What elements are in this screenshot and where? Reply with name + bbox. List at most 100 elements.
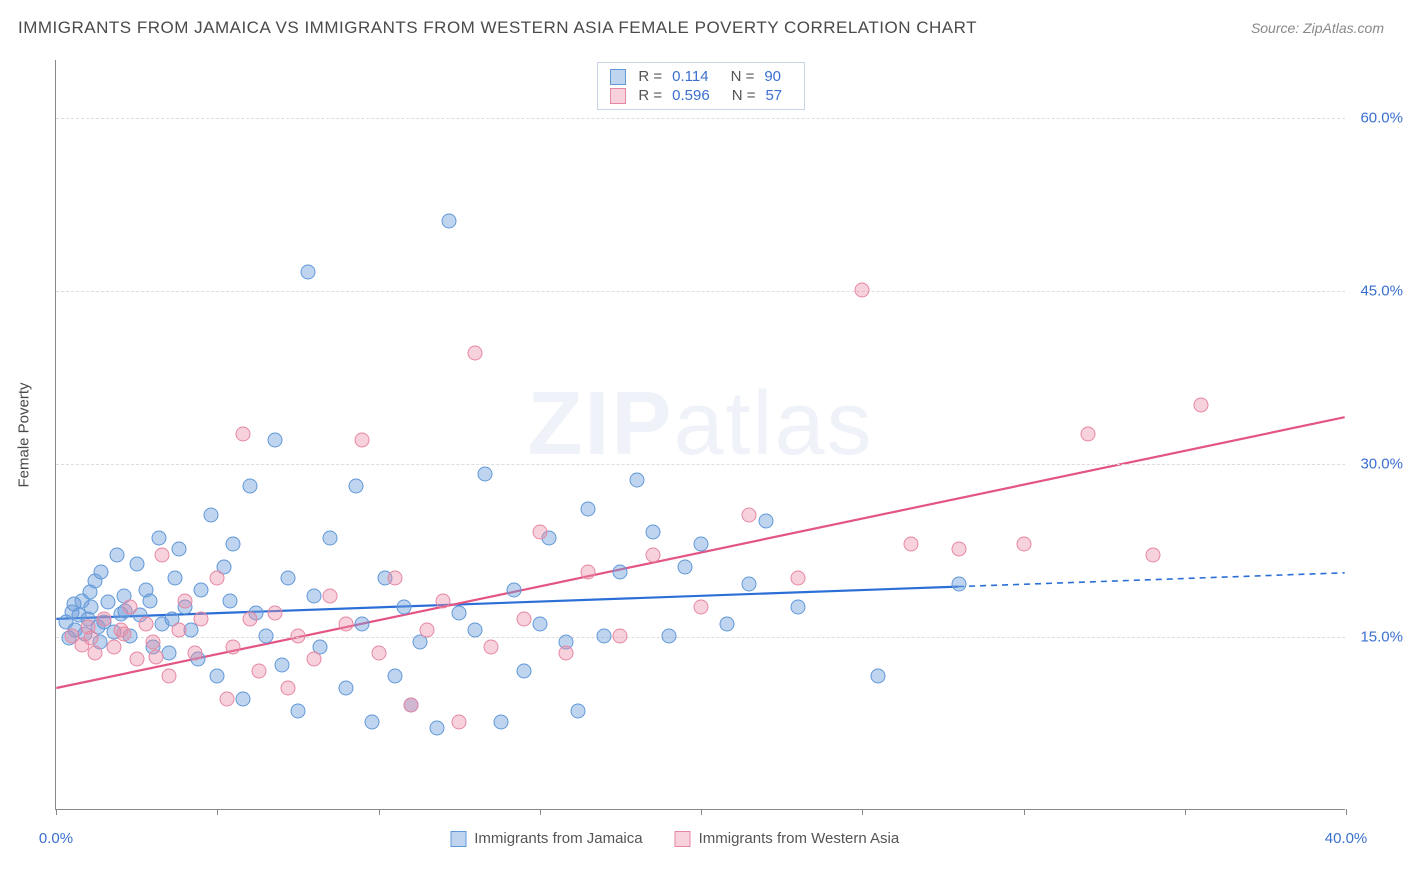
- gridline: [56, 118, 1345, 119]
- data-point: [178, 594, 193, 609]
- data-point: [742, 507, 757, 522]
- data-point: [323, 588, 338, 603]
- legend-row: R =0.596N =57: [610, 86, 792, 105]
- series-legend-item: Immigrants from Western Asia: [675, 830, 900, 847]
- x-tick: [1346, 809, 1347, 815]
- data-point: [258, 628, 273, 643]
- data-point: [219, 692, 234, 707]
- data-point: [903, 536, 918, 551]
- data-point: [452, 715, 467, 730]
- series-name: Immigrants from Western Asia: [699, 830, 900, 847]
- legend-n-label: N =: [731, 68, 755, 85]
- data-point: [516, 611, 531, 626]
- data-point: [355, 432, 370, 447]
- data-point: [281, 571, 296, 586]
- data-point: [645, 525, 660, 540]
- data-point: [281, 680, 296, 695]
- data-point: [84, 631, 99, 646]
- data-point: [242, 611, 257, 626]
- y-tick-label: 30.0%: [1360, 455, 1403, 472]
- gridline: [56, 291, 1345, 292]
- data-point: [110, 548, 125, 563]
- data-point: [952, 577, 967, 592]
- data-point: [236, 692, 251, 707]
- data-point: [355, 617, 370, 632]
- data-point: [571, 703, 586, 718]
- data-point: [236, 427, 251, 442]
- data-point: [148, 649, 163, 664]
- data-point: [323, 530, 338, 545]
- watermark-rest: atlas: [673, 374, 873, 474]
- x-tick: [862, 809, 863, 815]
- x-tick-label: 0.0%: [39, 830, 73, 847]
- data-point: [597, 628, 612, 643]
- legend-swatch: [610, 88, 626, 104]
- legend-swatch: [450, 831, 466, 847]
- data-point: [210, 571, 225, 586]
- x-tick: [217, 809, 218, 815]
- series-legend-item: Immigrants from Jamaica: [450, 830, 642, 847]
- data-point: [307, 652, 322, 667]
- data-point: [1081, 427, 1096, 442]
- x-tick: [56, 809, 57, 815]
- data-point: [871, 669, 886, 684]
- legend-r-label: R =: [638, 87, 662, 104]
- data-point: [581, 565, 596, 580]
- x-tick: [379, 809, 380, 815]
- data-point: [268, 605, 283, 620]
- data-point: [152, 530, 167, 545]
- y-tick-label: 60.0%: [1360, 109, 1403, 126]
- data-point: [339, 680, 354, 695]
- data-point: [484, 640, 499, 655]
- data-point: [226, 536, 241, 551]
- series-legend: Immigrants from Jamaica Immigrants from W…: [450, 830, 899, 847]
- data-point: [290, 703, 305, 718]
- gridline: [56, 637, 1345, 638]
- data-point: [387, 669, 402, 684]
- legend-n-value: 90: [764, 68, 781, 85]
- gridline: [56, 464, 1345, 465]
- legend-r-value: 0.114: [672, 68, 708, 85]
- data-point: [719, 617, 734, 632]
- data-point: [97, 611, 112, 626]
- data-point: [506, 582, 521, 597]
- data-point: [452, 605, 467, 620]
- data-point: [581, 502, 596, 517]
- data-point: [168, 571, 183, 586]
- y-tick-label: 45.0%: [1360, 282, 1403, 299]
- watermark: ZIPatlas: [527, 373, 873, 476]
- data-point: [1193, 398, 1208, 413]
- legend-r-value: 0.596: [672, 87, 710, 104]
- data-point: [365, 715, 380, 730]
- x-tick: [1185, 809, 1186, 815]
- data-point: [855, 282, 870, 297]
- data-point: [790, 571, 805, 586]
- data-point: [790, 600, 805, 615]
- x-tick: [701, 809, 702, 815]
- y-tick-label: 15.0%: [1360, 628, 1403, 645]
- data-point: [171, 542, 186, 557]
- data-point: [123, 600, 138, 615]
- watermark-bold: ZIP: [527, 374, 673, 474]
- data-point: [210, 669, 225, 684]
- data-point: [661, 628, 676, 643]
- data-point: [694, 600, 709, 615]
- trend-line-extension: [958, 573, 1344, 587]
- data-point: [477, 467, 492, 482]
- data-point: [203, 507, 218, 522]
- data-point: [194, 611, 209, 626]
- data-point: [171, 623, 186, 638]
- chart-container: IMMIGRANTS FROM JAMAICA VS IMMIGRANTS FR…: [0, 0, 1406, 892]
- data-point: [223, 594, 238, 609]
- data-point: [629, 473, 644, 488]
- data-point: [66, 596, 81, 611]
- data-point: [613, 628, 628, 643]
- legend-swatch: [675, 831, 691, 847]
- data-point: [952, 542, 967, 557]
- data-point: [194, 582, 209, 597]
- data-point: [242, 478, 257, 493]
- data-point: [145, 634, 160, 649]
- series-name: Immigrants from Jamaica: [474, 830, 642, 847]
- data-point: [558, 646, 573, 661]
- legend-n-label: N =: [732, 87, 756, 104]
